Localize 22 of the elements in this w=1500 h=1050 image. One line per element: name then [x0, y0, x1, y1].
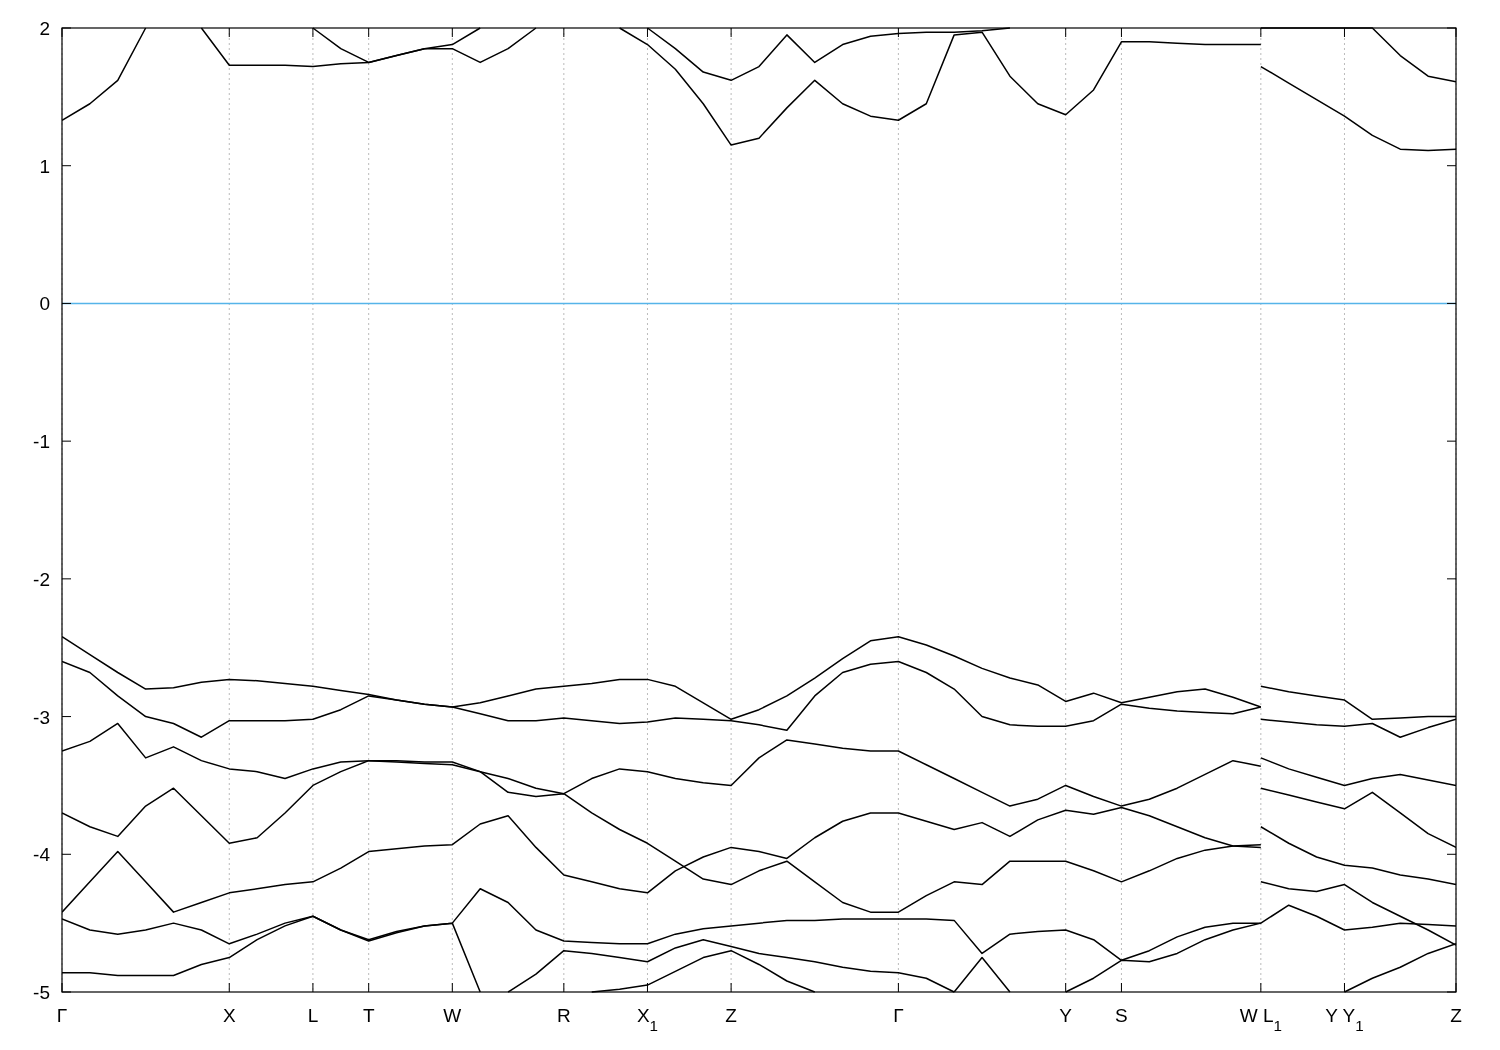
y-tick-label: 1: [39, 155, 50, 177]
x-tick-label: Y Y$_{1}$: [1325, 1005, 1364, 1034]
x-tick-label: X$_{1}$: [636, 1005, 659, 1034]
y-tick-label: -4: [33, 843, 51, 865]
x-tick-label: Z: [1450, 1005, 1463, 1026]
x-tick-label: W: [443, 1005, 462, 1026]
x-tick-label: Γ: [893, 1005, 904, 1026]
x-tick-label: S: [1115, 1005, 1128, 1026]
x-tick-label: T: [362, 1005, 375, 1026]
x-tick-label: X: [222, 1005, 236, 1026]
y-tick-label: -5: [33, 981, 50, 1003]
y-tick-label: -1: [33, 430, 50, 452]
x-tick-label: Γ: [56, 1005, 68, 1026]
x-tick-label: R: [556, 1005, 571, 1026]
y-tick-label: 2: [39, 17, 50, 39]
y-tick-label: -2: [33, 568, 50, 590]
x-tick-label: Y: [1059, 1005, 1073, 1026]
x-tick-label: W L$_{1}$: [1239, 1005, 1282, 1034]
x-tick-label: L: [307, 1005, 319, 1026]
y-tick-label: -3: [33, 706, 50, 728]
x-tick-label: Z: [725, 1005, 738, 1026]
y-tick-label: 0: [39, 292, 50, 314]
